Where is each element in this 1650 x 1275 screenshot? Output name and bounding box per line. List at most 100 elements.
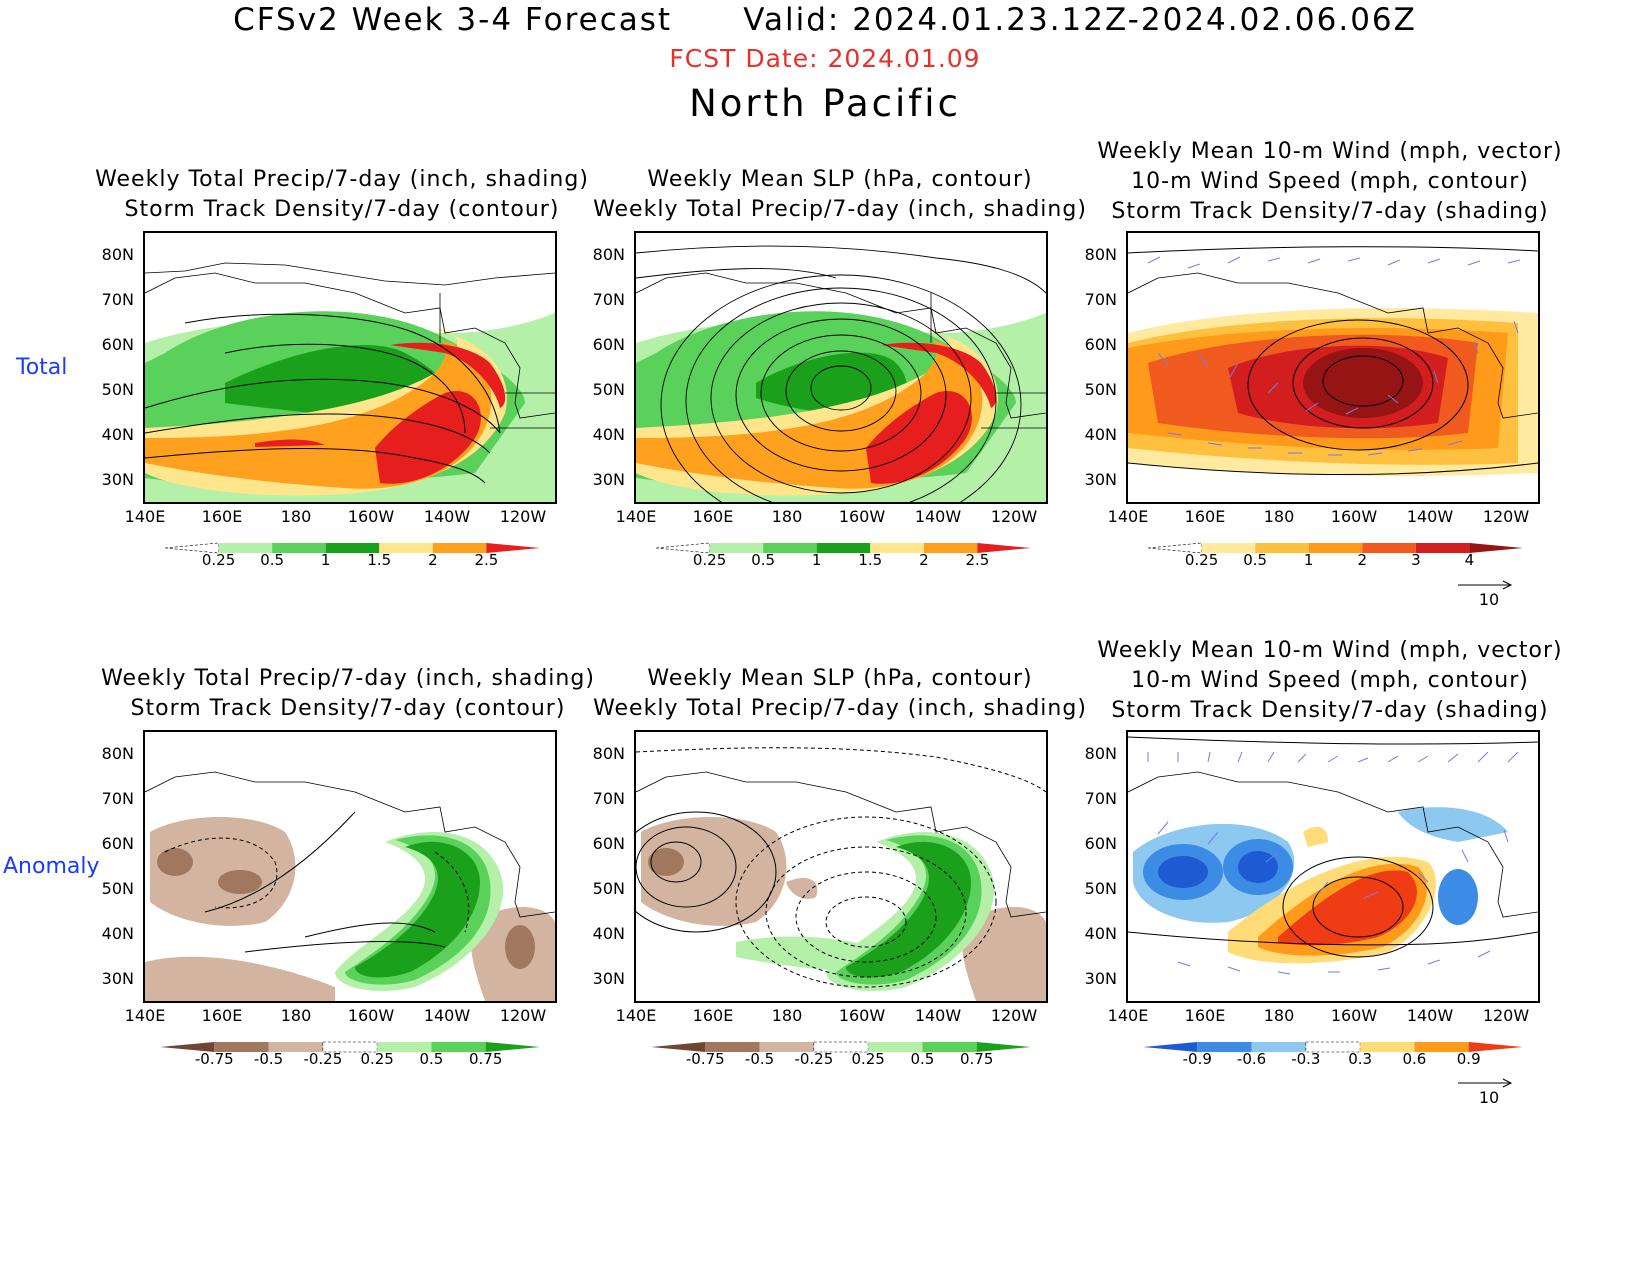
lat-tick: 40N — [592, 924, 625, 943]
panel-title-total-precip: Weekly Total Precip/7-day (inch, shading… — [92, 165, 592, 225]
lat-tick: 50N — [101, 879, 134, 898]
panel-title-anom-wind: Weekly Mean 10-m Wind (mph, vector) 10-m… — [1090, 636, 1570, 726]
colorbar-swatch — [160, 1042, 215, 1052]
lat-tick: 40N — [592, 425, 625, 444]
lat-tick: 50N — [1084, 879, 1117, 898]
colorbar-swatch — [485, 1042, 540, 1052]
panel-title-line: Weekly Total Precip/7-day (inch, shading… — [593, 197, 1087, 222]
colorbar-label: 0.25 — [851, 1050, 885, 1068]
lon-tick: 140W — [423, 507, 471, 526]
colorbar-svg — [656, 542, 1031, 554]
colorbar-swatch — [1360, 1042, 1415, 1052]
colorbar-swatch — [759, 1042, 814, 1052]
colorbar-label: 1 — [1303, 551, 1314, 569]
colorbar-swatch — [1468, 1042, 1523, 1052]
lat-tick: 30N — [101, 969, 134, 988]
colorbar-swatch — [1251, 1042, 1306, 1052]
lat-tick: 30N — [592, 969, 625, 988]
colorbar-swatch — [816, 543, 871, 553]
panel-title-line: Weekly Total Precip/7-day (inch, shading… — [95, 167, 589, 192]
colorbar-swatch — [763, 543, 817, 553]
colorbar-swatch — [705, 1042, 760, 1052]
panel-title-line: Storm Track Density/7-day (contour) — [130, 696, 566, 721]
lon-tick: 140E — [615, 507, 657, 526]
lat-tick: 80N — [592, 744, 625, 763]
lon-tick: 160E — [201, 507, 243, 526]
colorbar-swatch — [486, 543, 540, 553]
lon-tick: 180 — [771, 1006, 803, 1025]
lat-tick: 70N — [101, 290, 134, 309]
panel-title-anom-precip: Weekly Total Precip/7-day (inch, shading… — [98, 664, 598, 724]
lon-tick: 140W — [1406, 1006, 1454, 1025]
colorbar-label: 0.6 — [1402, 1050, 1427, 1068]
lon-tick: 120W — [990, 507, 1038, 526]
lat-tick: 80N — [101, 245, 134, 264]
lon-tick: 120W — [1482, 1006, 1530, 1025]
panel-title-line: Weekly Mean SLP (hPa, contour) — [647, 666, 1033, 691]
lon-tick: 120W — [499, 507, 547, 526]
lat-tick: 80N — [592, 245, 625, 264]
colorbar-swatch — [1362, 543, 1416, 553]
colorbar-swatch — [1469, 543, 1523, 553]
map-anom-wind-svg — [1128, 736, 1538, 975]
row-label-total: Total — [16, 355, 68, 380]
lat-tick: 80N — [1084, 245, 1117, 264]
lat-tick: 40N — [1084, 924, 1117, 943]
lat-tick: 70N — [101, 789, 134, 808]
lat-tick: 30N — [592, 470, 625, 489]
colorbar-swatch — [325, 543, 380, 553]
lat-tick: 60N — [101, 335, 134, 354]
panel-title-line: Weekly Total Precip/7-day (inch, shading… — [101, 666, 595, 691]
lon-tick: 180 — [771, 507, 803, 526]
colorbar-label: 2.5 — [965, 551, 990, 569]
lat-tick: 40N — [101, 924, 134, 943]
colorbar-swatch — [1255, 543, 1309, 553]
lon-tick: 160E — [1184, 507, 1226, 526]
colorbar-swatch — [272, 543, 326, 553]
lon-tick: 120W — [499, 1006, 547, 1025]
lat-tick: 60N — [592, 834, 625, 853]
colorbar-svg — [1148, 542, 1523, 554]
panel-title-line: Weekly Mean SLP (hPa, contour) — [647, 167, 1033, 192]
lat-tick: 60N — [1084, 834, 1117, 853]
colorbar-swatch — [214, 1042, 269, 1052]
lat-tick: 30N — [101, 470, 134, 489]
lat-tick: 50N — [101, 380, 134, 399]
colorbar-swatch — [218, 543, 273, 553]
lat-tick: 70N — [1084, 789, 1117, 808]
panel-title-line: Storm Track Density/7-day (shading) — [1111, 698, 1549, 723]
colorbar-total-precip: 0.25 0.5 1 1.5 2 2.5 — [165, 541, 540, 581]
panel-title-line: Weekly Total Precip/7-day (inch, shading… — [593, 696, 1087, 721]
colorbar-label: 1.5 — [858, 551, 883, 569]
lon-tick: 120W — [1482, 507, 1530, 526]
panel-title-line: Storm Track Density/7-day (contour) — [124, 197, 560, 222]
lon-tick: 180 — [1263, 1006, 1295, 1025]
lon-tick: 160W — [838, 507, 886, 526]
lat-tick: 80N — [101, 744, 134, 763]
colorbar-label: 0.25 — [692, 551, 727, 569]
colorbar-label: 4 — [1464, 551, 1475, 569]
colorbar-swatch — [656, 542, 710, 554]
lon-tick: 180 — [280, 507, 312, 526]
colorbar-swatch — [1148, 542, 1202, 554]
lat-tick: 30N — [1084, 470, 1117, 489]
lon-tick: 160E — [201, 1006, 243, 1025]
colorbar-swatch — [1308, 543, 1363, 553]
lat-tick: 70N — [592, 789, 625, 808]
colorbar-label: -0.9 — [1182, 1050, 1212, 1068]
colorbar-label: 0.9 — [1456, 1050, 1481, 1068]
lat-tick: 60N — [1084, 335, 1117, 354]
colorbar-swatch — [923, 543, 978, 553]
lon-tick: 140W — [914, 507, 962, 526]
colorbar-label: 0.25 — [201, 551, 236, 569]
forecast-date: FCST Date: 2024.01.09 — [669, 44, 981, 73]
panel-title-line: Storm Track Density/7-day (shading) — [1111, 199, 1549, 224]
lon-tick: 180 — [280, 1006, 312, 1025]
lon-tick: 140E — [615, 1006, 657, 1025]
map-total-wind-svg — [1128, 246, 1538, 476]
panel-title-total-slp: Weekly Mean SLP (hPa, contour) Weekly To… — [585, 165, 1095, 225]
colorbar-label: 3 — [1411, 551, 1421, 569]
colorbar-label: 0.25 — [360, 1050, 394, 1068]
colorbar-swatch — [268, 1042, 323, 1052]
colorbar-anom-precip: -0.75 -0.5 -0.25 0.25 0.5 0.75 — [160, 1040, 540, 1080]
